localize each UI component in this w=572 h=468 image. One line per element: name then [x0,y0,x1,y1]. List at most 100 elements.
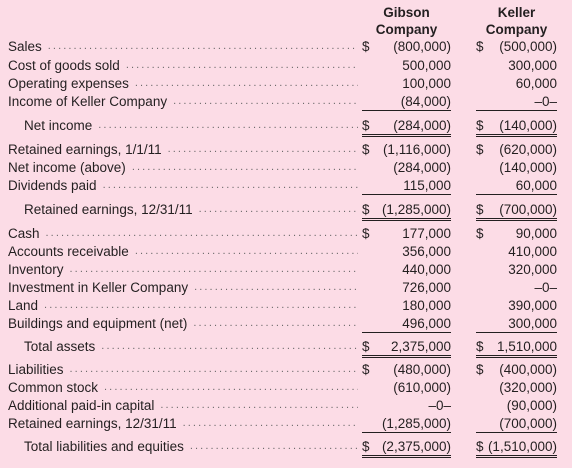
keller-value: 390,000 [476,297,557,314]
keller-value: 300,000 [476,57,557,74]
gibson-value: 496,000 [362,315,451,333]
keller-value: 300,000 [476,315,557,333]
statement-row: Cash....................................… [0,225,572,242]
keller-value: 320,000 [476,261,557,278]
amount: (480,000) [393,362,451,377]
dollar-sign: $ [362,362,370,377]
keller-value: (90,000) [476,397,557,414]
row-label: Retained earnings, 12/31/11 [24,202,193,217]
amount: 90,000 [515,226,557,241]
gibson-value: –0– [362,397,451,414]
amount: (1,116,000) [382,142,451,157]
row-label: Total assets [24,339,96,354]
dollar-sign: $ [476,142,484,157]
amount: 60,000 [515,178,557,193]
leader-dots: ........................................… [194,281,358,293]
amount: (90,000) [506,398,557,413]
row-label: Buildings and equipment (net) [8,316,188,331]
statement-row: Cost of goods sold......................… [0,57,572,74]
gibson-value: $177,000 [362,225,451,242]
keller-value: (700,000) [476,415,557,433]
gibson-value: (84,000) [362,93,451,111]
row-label: Common stock [8,380,99,395]
statement-row: Common stock............................… [0,379,572,396]
amount: –0– [534,94,557,109]
amount: (1,510,000) [487,439,557,454]
gibson-value: 440,000 [362,261,451,278]
amount: 356,000 [402,244,451,259]
keller-value: 410,000 [476,243,557,260]
row-label: Investment in Keller Company [8,280,189,295]
leader-dots: ........................................… [104,381,358,393]
amount: (284,000) [393,160,451,175]
gibson-header: Gibson Company [362,4,451,38]
statement-row: Sales...................................… [0,38,572,55]
keller-value: $ (620,000) [476,141,557,158]
keller-header-line1: Keller [497,5,536,20]
statement-row: Retained earnings, 12/31/11.............… [0,415,572,433]
statement-row: Inventory...............................… [0,261,572,278]
keller-value: –0– [476,279,557,296]
amount: (620,000) [499,142,557,157]
gibson-value: $2,375,000 [362,338,451,358]
gibson-value: $ (480,000) [362,361,451,378]
amount: 410,000 [508,244,557,259]
statement-row: Land....................................… [0,297,572,314]
gibson-value: $ (2,375,000) [362,438,451,458]
leader-dots: ........................................… [134,245,358,257]
keller-value: $90,000 [476,225,557,242]
leader-dots: ........................................… [101,340,358,352]
amount: 100,000 [402,76,451,91]
amount: (800,000) [393,39,451,54]
gibson-value: 115,000 [362,177,451,195]
dollar-sign: $ [362,118,370,133]
row-label: Retained earnings, 1/1/11 [8,142,162,157]
gibson-value: $ (800,000) [362,38,451,55]
gibson-value: 500,000 [362,57,451,74]
dollar-sign: $ [476,439,484,454]
dollar-sign: $ [476,339,484,354]
statement-row: Retained earnings, 12/31/11.............… [0,201,572,221]
statement-row: Operating expenses......................… [0,75,572,92]
statement-row: Total assets............................… [0,338,572,358]
amount: (320,000) [499,380,557,395]
gibson-value: (284,000) [362,159,451,176]
keller-value: $ (700,000) [476,201,557,221]
statement-row: Liabilities.............................… [0,361,572,378]
statement-row: Investment in Keller Company............… [0,279,572,296]
gibson-value: 356,000 [362,243,451,260]
statement-row: Retained earnings, 1/1/11...............… [0,141,572,158]
keller-value: $1,510,000 [476,338,557,358]
dollar-sign: $ [362,339,370,354]
keller-value: (140,000) [476,159,557,176]
leader-dots: ........................................… [69,363,358,375]
leader-dots: ........................................… [160,399,358,411]
gibson-value: (610,000) [362,379,451,396]
row-label: Net income [24,118,93,133]
amount: (1,285,000) [381,202,451,217]
amount: (700,000) [499,416,557,431]
row-label: Inventory [8,262,64,277]
leader-dots: ........................................… [69,263,358,275]
statement-row: Net income (above)......................… [0,159,572,176]
dollar-sign: $ [362,39,370,54]
statement-row: Buildings and equipment (net)...........… [0,315,572,333]
amount: 500,000 [402,58,451,73]
gibson-value: 100,000 [362,75,451,92]
leader-dots: ........................................… [134,77,358,89]
keller-value: 60,000 [476,75,557,92]
gibson-header-line1: Gibson [383,5,430,20]
amount: 180,000 [402,298,451,313]
amount: (2,375,000) [381,439,451,454]
statement-row: Total liabilities and equities..........… [0,438,572,458]
leader-dots: ........................................… [193,317,358,329]
keller-value: $ (400,000) [476,361,557,378]
row-label: Total liabilities and equities [24,439,184,454]
leader-dots: ........................................… [47,40,358,52]
leader-dots: ........................................… [167,143,358,155]
statement-row: Accounts receivable.....................… [0,243,572,260]
gibson-value: $ (284,000) [362,117,451,137]
statement-row: Net income..............................… [0,117,572,137]
row-label: Sales [8,39,42,54]
amount: 1,510,000 [496,339,557,354]
